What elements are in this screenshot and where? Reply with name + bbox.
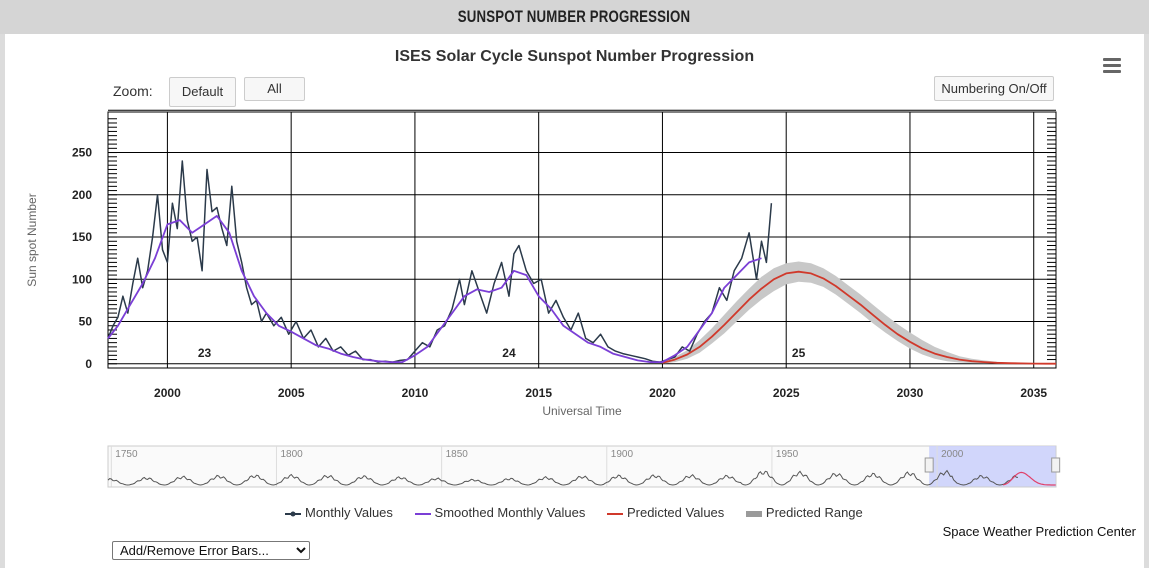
predicted-line-icon [606,512,623,515]
zoom-all-button[interactable]: All [244,77,305,101]
hamburger-menu-icon[interactable] [1103,58,1121,74]
x-axis-title: Universal Time [542,404,622,418]
legend-predicted[interactable]: Predicted Values [606,505,725,521]
y-tick-label: 0 [85,357,92,371]
legend-smoothed[interactable]: Smoothed Monthly Values [414,505,586,521]
navigator-tick-label: 1900 [611,449,634,460]
error-bars-select[interactable]: Add/Remove Error Bars... [112,541,310,560]
y-tick-label: 250 [72,146,92,160]
legend-monthly-label: Monthly Values [305,505,393,521]
numbering-toggle-button[interactable]: Numbering On/Off [934,76,1054,101]
credit-text: Space Weather Prediction Center [942,524,1136,539]
legend-monthly[interactable]: Monthly Values [285,505,393,520]
legend-range[interactable]: Predicted Range [745,505,863,521]
monthly-line-icon [285,511,301,517]
y-tick-label: 150 [72,230,92,244]
zoom-label: Zoom: [113,83,153,99]
x-tick-label: 2035 [1020,386,1047,400]
predicted-range-band [662,261,1056,364]
chart-legend: Monthly Values Smoothed Monthly Values P… [285,504,881,520]
sunspot-chart: 0 50 100 150 200 250 2000 2005 2010 2015 2020 2025 2… [25,109,1061,488]
plot-area [107,111,1057,369]
page-header-title: SUNSPOT NUMBER PROGRESSION [458,7,691,26]
y-axis-title: Sun spot Number [25,193,39,286]
smoothed-line-icon [414,512,431,515]
navigator-selection [929,446,1056,487]
navigator-handle [924,457,934,473]
navigator-area [107,445,1057,488]
x-tick-label: 2015 [525,386,552,400]
x-tick-label: 2000 [154,386,181,400]
legend-predicted-label: Predicted Values [626,505,725,521]
cycle-label: 24 [502,346,516,360]
y-tick-label: 100 [72,272,92,286]
cycle-label: 25 [792,346,806,360]
navigator-predicted-line [1002,471,1056,486]
navigator-tick-label: 1950 [776,449,799,460]
predicted-values-line [662,270,1056,365]
navigator-handle [1051,457,1061,473]
cycle-label: 23 [198,346,212,360]
legend-smoothed-label: Smoothed Monthly Values [434,505,586,521]
y-tick-label: 200 [72,188,92,202]
page-header: SUNSPOT NUMBER PROGRESSION [0,0,1149,34]
smoothed-values-line [107,214,762,364]
zoom-default-button[interactable]: Default [169,77,236,107]
range-band-icon [745,510,762,517]
navigator-tick-label: 2000 [941,449,964,460]
x-tick-label: 2030 [897,386,924,400]
y-tick-label: 50 [79,315,93,329]
navigator-history-line [107,469,1019,486]
x-tick-label: 2025 [773,386,800,400]
x-tick-label: 2010 [402,386,429,400]
navigator-tick-label: 1800 [280,449,303,460]
navigator-tick-label: 1750 [115,449,138,460]
x-tick-label: 2020 [649,386,676,400]
navigator-tick-label: 1850 [446,449,469,460]
x-tick-label: 2005 [278,386,305,400]
legend-range-label: Predicted Range [765,505,863,521]
chart-title: ISES Solar Cycle Sunspot Number Progress… [394,48,755,65]
